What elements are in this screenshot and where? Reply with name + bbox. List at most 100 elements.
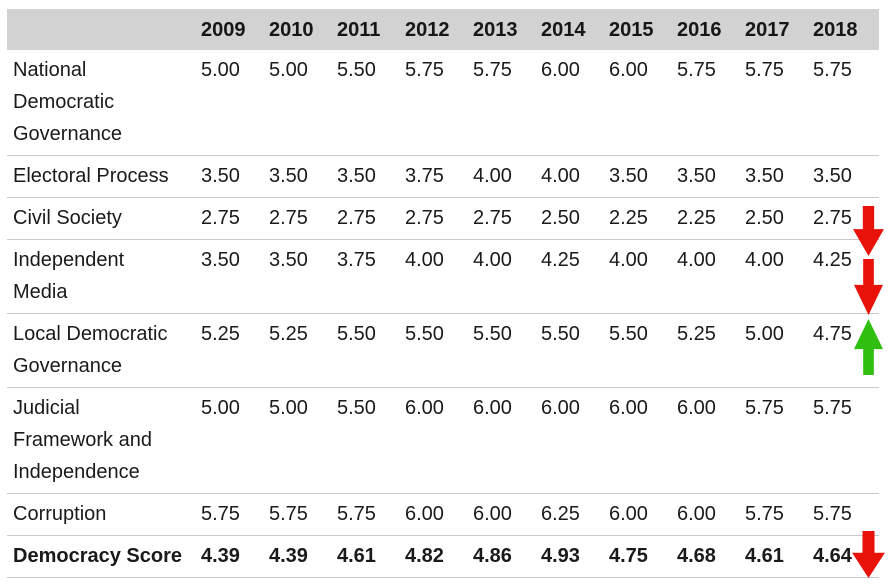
rating-cell: 6.00 <box>403 493 471 536</box>
rating-cell: 6.00 <box>675 493 743 536</box>
rating-cell: 6.00 <box>607 493 675 536</box>
rating-cell: 5.75 <box>675 50 743 156</box>
rating-cell: 5.00 <box>199 387 267 494</box>
civil-society-trend-down-icon <box>852 206 885 256</box>
rating-cell: 3.50 <box>675 155 743 198</box>
table-row-national-democratic-governance: National Democratic Governance 5.00 5.00… <box>7 50 879 156</box>
rating-cell: 4.61 <box>743 535 811 578</box>
year-column-header: 2013 <box>471 9 539 50</box>
rating-cell: 4.75 <box>607 535 675 578</box>
ratings-by-year-table: 2009 2010 2011 2012 2013 2014 2015 2016 … <box>7 9 879 578</box>
rating-cell: 4.00 <box>471 239 539 314</box>
rating-cell: 2.75 <box>199 197 267 240</box>
rating-cell: 4.00 <box>675 239 743 314</box>
rating-cell: 4.82 <box>403 535 471 578</box>
rating-cell: 2.75 <box>335 197 403 240</box>
rating-cell: 5.75 <box>403 50 471 156</box>
rating-cell: 3.75 <box>403 155 471 198</box>
rating-cell: 5.75 <box>471 50 539 156</box>
local-democratic-governance-trend-up-icon <box>853 319 884 375</box>
independent-media-trend-down-icon <box>853 259 884 315</box>
rating-cell: 6.00 <box>539 50 607 156</box>
rating-cell: 2.75 <box>471 197 539 240</box>
year-header-row: 2009 2010 2011 2012 2013 2014 2015 2016 … <box>7 9 879 50</box>
rating-cell: 5.75 <box>267 493 335 536</box>
table-row-judicial-framework-and-independence: Judicial Framework and Independence 5.00… <box>7 387 879 494</box>
rating-cell: 4.25 <box>539 239 607 314</box>
category-label: Independent Media <box>7 239 199 314</box>
rating-cell: 3.50 <box>335 155 403 198</box>
category-label: Judicial Framework and Independence <box>7 387 199 494</box>
table-row-civil-society: Civil Society 2.75 2.75 2.75 2.75 2.75 2… <box>7 197 879 240</box>
rating-cell: 5.75 <box>743 493 811 536</box>
category-label: National Democratic Governance <box>7 50 199 156</box>
rating-cell: 5.25 <box>199 313 267 388</box>
rating-cell: 5.00 <box>743 313 811 388</box>
category-label: Democracy Score <box>7 535 199 578</box>
rating-cell: 3.50 <box>199 239 267 314</box>
rating-cell: 5.50 <box>539 313 607 388</box>
rating-cell: 5.75 <box>743 50 811 156</box>
rating-cell: 5.75 <box>743 387 811 494</box>
rating-cell: 4.61 <box>335 535 403 578</box>
rating-cell: 5.75 <box>811 50 879 156</box>
year-column-header: 2017 <box>743 9 811 50</box>
rating-cell: 2.25 <box>675 197 743 240</box>
rating-cell: 4.39 <box>267 535 335 578</box>
rating-cell: 2.50 <box>743 197 811 240</box>
table-row-corruption: Corruption 5.75 5.75 5.75 6.00 6.00 6.25… <box>7 493 879 536</box>
year-column-header: 2010 <box>267 9 335 50</box>
rating-cell: 3.75 <box>335 239 403 314</box>
rating-cell: 5.50 <box>335 387 403 494</box>
year-column-header: 2011 <box>335 9 403 50</box>
rating-cell: 6.00 <box>471 387 539 494</box>
rating-cell: 5.75 <box>335 493 403 536</box>
category-label: Civil Society <box>7 197 199 240</box>
rating-cell: 3.50 <box>199 155 267 198</box>
category-label: Electoral Process <box>7 155 199 198</box>
rating-cell: 5.00 <box>199 50 267 156</box>
rating-cell: 5.50 <box>471 313 539 388</box>
rating-cell: 6.00 <box>403 387 471 494</box>
table-row-independent-media: Independent Media 3.50 3.50 3.75 4.00 4.… <box>7 239 879 314</box>
rating-cell: 5.50 <box>607 313 675 388</box>
table-row-democracy-score: Democracy Score 4.39 4.39 4.61 4.82 4.86… <box>7 535 879 578</box>
category-label: Corruption <box>7 493 199 536</box>
rating-cell: 4.00 <box>539 155 607 198</box>
rating-cell: 5.50 <box>335 50 403 156</box>
rating-cell: 3.50 <box>267 155 335 198</box>
rating-cell: 4.86 <box>471 535 539 578</box>
rating-cell: 4.00 <box>471 155 539 198</box>
democracy-score-trend-down-icon <box>851 531 886 578</box>
rating-cell: 6.25 <box>539 493 607 536</box>
rating-cell: 4.68 <box>675 535 743 578</box>
rating-cell: 4.93 <box>539 535 607 578</box>
rating-cell: 5.00 <box>267 387 335 494</box>
category-label: Local Democratic Governance <box>7 313 199 388</box>
rating-cell: 6.00 <box>675 387 743 494</box>
rating-cell: 2.75 <box>403 197 471 240</box>
year-column-header: 2016 <box>675 9 743 50</box>
rating-cell: 3.50 <box>811 155 879 198</box>
rating-cell: 4.39 <box>199 535 267 578</box>
year-column-header: 2009 <box>199 9 267 50</box>
category-column-header <box>7 9 199 50</box>
rating-cell: 5.50 <box>335 313 403 388</box>
rating-cell: 5.50 <box>403 313 471 388</box>
year-column-header: 2014 <box>539 9 607 50</box>
year-column-header: 2015 <box>607 9 675 50</box>
rating-cell: 6.00 <box>607 50 675 156</box>
year-column-header: 2018 <box>811 9 879 50</box>
rating-cell: 5.25 <box>675 313 743 388</box>
rating-cell: 5.75 <box>811 387 879 494</box>
rating-cell: 4.00 <box>743 239 811 314</box>
rating-cell: 4.00 <box>403 239 471 314</box>
rating-cell: 6.00 <box>471 493 539 536</box>
table-row-electoral-process: Electoral Process 3.50 3.50 3.50 3.75 4.… <box>7 155 879 198</box>
table-row-local-democratic-governance: Local Democratic Governance 5.25 5.25 5.… <box>7 313 879 388</box>
rating-cell: 6.00 <box>539 387 607 494</box>
rating-cell: 5.75 <box>811 493 879 536</box>
rating-cell: 2.75 <box>267 197 335 240</box>
rating-cell: 2.25 <box>607 197 675 240</box>
